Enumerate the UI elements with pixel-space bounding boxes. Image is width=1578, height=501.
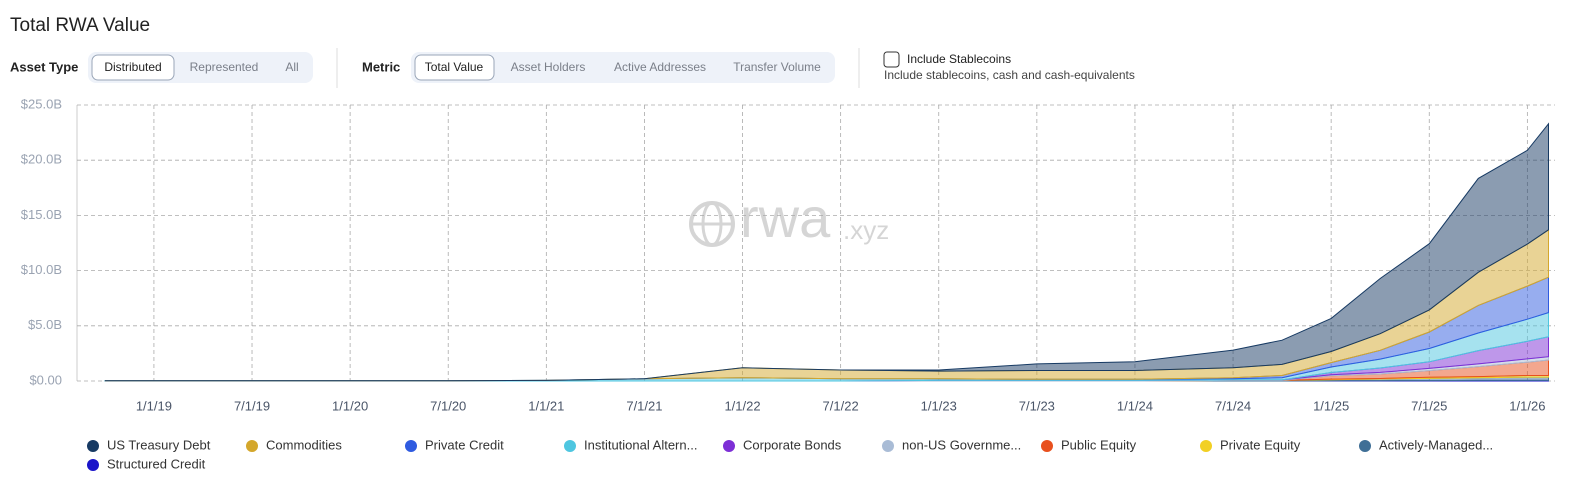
legend-label: Private Equity bbox=[1220, 437, 1301, 452]
x-tick-label: 1/1/26 bbox=[1509, 398, 1545, 413]
y-tick-label: $15.0B bbox=[21, 207, 62, 222]
chart-title: Total RWA Value bbox=[10, 15, 150, 36]
checkbox-label[interactable]: Include Stablecoins bbox=[907, 52, 1011, 66]
metric-selected[interactable] bbox=[414, 54, 495, 81]
legend-swatch bbox=[564, 440, 576, 452]
x-tick-label: 1/1/21 bbox=[528, 398, 564, 413]
legend-label: Public Equity bbox=[1061, 437, 1137, 452]
area bbox=[104, 122, 1549, 382]
x-tick-label: 7/1/19 bbox=[234, 398, 270, 413]
legend-swatch bbox=[1200, 440, 1212, 452]
legend-label: Commodities bbox=[266, 437, 342, 452]
asset-type-label: Asset Type bbox=[10, 59, 78, 74]
watermark-text: rwa bbox=[740, 186, 831, 249]
legend-swatch bbox=[246, 440, 258, 452]
metric-option[interactable]: Asset Holders bbox=[511, 60, 586, 74]
y-tick-label: $25.0B bbox=[21, 96, 62, 111]
metric-option[interactable]: Transfer Volume bbox=[733, 60, 821, 74]
y-tick-label: $0.00 bbox=[29, 372, 62, 387]
asset-type-selected[interactable] bbox=[91, 54, 175, 81]
legend-swatch bbox=[1041, 440, 1053, 452]
checkbox-description: Include stablecoins, cash and cash-equiv… bbox=[884, 68, 1135, 82]
metric-option[interactable]: Active Addresses bbox=[614, 60, 706, 74]
x-tick-label: 1/1/25 bbox=[1313, 398, 1349, 413]
legend-swatch bbox=[1359, 440, 1371, 452]
watermark: rwa .xyz bbox=[689, 186, 889, 249]
y-tick-label: $10.0B bbox=[21, 262, 62, 277]
legend-swatch bbox=[405, 440, 417, 452]
x-tick-label: 1/1/22 bbox=[724, 398, 760, 413]
x-tick-label: 1/1/23 bbox=[921, 398, 957, 413]
x-tick-label: 7/1/20 bbox=[430, 398, 466, 413]
asset-type-option[interactable]: Represented bbox=[190, 60, 259, 74]
x-tick-label: 1/1/19 bbox=[136, 398, 172, 413]
metric-group bbox=[411, 52, 835, 83]
x-tick-label: 1/1/20 bbox=[332, 398, 368, 413]
legend-label: non-US Governme... bbox=[902, 437, 1021, 452]
y-tick-label: $5.0B bbox=[28, 317, 62, 332]
x-tick-label: 7/1/22 bbox=[823, 398, 859, 413]
legend-label: Institutional Altern... bbox=[584, 437, 697, 452]
legend-label: Private Credit bbox=[425, 437, 504, 452]
legend-swatch bbox=[87, 440, 99, 452]
legend-label: Actively-Managed... bbox=[1379, 437, 1493, 452]
legend-swatch bbox=[882, 440, 894, 452]
watermark-suffix: .xyz bbox=[843, 215, 889, 245]
x-tick-label: 7/1/24 bbox=[1215, 398, 1251, 413]
checkbox[interactable] bbox=[883, 51, 900, 68]
legend-label: Corporate Bonds bbox=[743, 437, 842, 452]
legend-swatch bbox=[723, 440, 735, 452]
asset-type-option[interactable]: Distributed bbox=[104, 60, 161, 74]
metric-label: Metric bbox=[362, 59, 400, 74]
legend-label: US Treasury Debt bbox=[107, 437, 211, 452]
legend-swatch bbox=[87, 459, 99, 471]
legend-label: Structured Credit bbox=[107, 456, 206, 471]
x-tick-label: 7/1/23 bbox=[1019, 398, 1055, 413]
x-tick-label: 1/1/24 bbox=[1117, 398, 1153, 413]
x-tick-label: 7/1/21 bbox=[626, 398, 662, 413]
x-tick-label: 7/1/25 bbox=[1411, 398, 1447, 413]
area bbox=[104, 228, 1549, 382]
asset-type-option[interactable]: All bbox=[285, 60, 298, 74]
metric-option[interactable]: Total Value bbox=[425, 60, 484, 74]
y-tick-label: $20.0B bbox=[21, 152, 62, 167]
